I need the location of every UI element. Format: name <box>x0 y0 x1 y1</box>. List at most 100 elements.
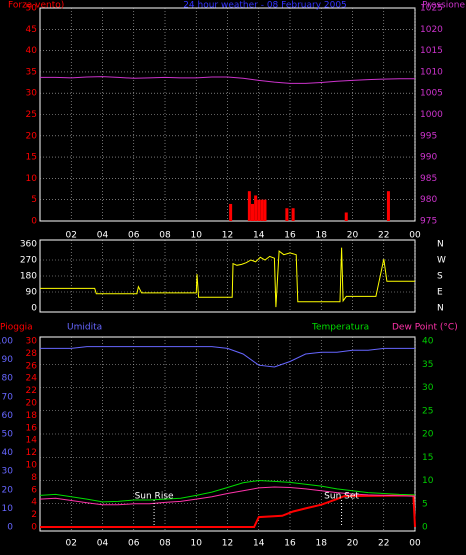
y3-tick-label: 28 <box>26 349 38 359</box>
y3-tick-label: 6 <box>31 485 37 495</box>
bar <box>251 203 254 221</box>
y3-tick-label: 8 <box>31 473 37 483</box>
x-tick-label: 14 <box>253 231 265 241</box>
y2-tick-label: 980 <box>420 195 437 205</box>
x-tick-label: 10 <box>191 231 203 241</box>
y-tick-label: 50 <box>26 4 38 14</box>
y-tick-label: 10 <box>2 504 14 514</box>
legend-label: Temperatura <box>311 323 369 333</box>
y-tick-label: 30 <box>2 467 14 477</box>
y2-tick-label: 990 <box>420 153 437 163</box>
y-tick-label: 80 <box>2 374 14 384</box>
legend-label: Pioggia <box>0 323 33 333</box>
x-tick-label: 18 <box>316 539 328 549</box>
y-tick-label: 10 <box>26 174 38 184</box>
x-tick-label: 14 <box>253 539 265 549</box>
y2-tick-label: S <box>437 272 443 282</box>
y-tick-label: 40 <box>2 448 14 458</box>
x-tick-label: 16 <box>284 231 296 241</box>
y-tick-label: 0 <box>31 217 37 227</box>
x-tick-label: 02 <box>66 231 77 241</box>
x-tick-label: 08 <box>159 231 171 241</box>
annotation-label: Sun Set <box>324 492 359 502</box>
y3-tick-label: 26 <box>26 361 38 371</box>
x-tick-label: 22 <box>378 231 389 241</box>
bar <box>229 203 233 221</box>
y2-tick-label: 30 <box>422 383 434 393</box>
bar <box>344 212 348 221</box>
chart-title: 24 hour weather - 08 February 2005 <box>183 1 347 11</box>
bar <box>254 195 258 221</box>
y2-tick-label: 995 <box>420 131 437 141</box>
y3-tick-label: 10 <box>26 461 38 471</box>
y3-tick-label: 22 <box>26 386 37 396</box>
series-line <box>39 479 416 503</box>
y2-tick-label: 0 <box>422 523 428 533</box>
x-tick-label: 16 <box>284 539 296 549</box>
y3-tick-label: 2 <box>31 510 37 520</box>
y-tick-label: 90 <box>26 288 38 298</box>
y2-tick-label: N <box>437 304 444 314</box>
y2-tick-label: W <box>437 256 446 266</box>
series-line <box>40 494 416 528</box>
y2-tick-label: 35 <box>422 360 433 370</box>
legend-label: Umidita <box>67 323 102 333</box>
y2-tick-label: N <box>437 240 444 250</box>
y3-tick-label: 16 <box>26 423 38 433</box>
series-line <box>40 346 415 368</box>
x-tick-label: 20 <box>347 231 359 241</box>
x-tick-label: 22 <box>378 539 389 549</box>
y2-tick-label: E <box>437 288 443 298</box>
y2-tick-label: 1005 <box>420 89 443 99</box>
y-tick-label: 45 <box>26 25 37 35</box>
y2-tick-label: 1010 <box>420 67 443 77</box>
y2-tick-label: 15 <box>422 453 433 463</box>
x-tick-label: 00 <box>409 539 421 549</box>
y-tick-label: 25 <box>26 110 37 120</box>
y2-tick-label: 40 <box>422 337 434 347</box>
y-tick-label: 0 <box>7 523 13 533</box>
legend-label: Pressione <box>422 1 465 11</box>
x-tick-label: 00 <box>409 231 421 241</box>
y-tick-label: 0 <box>31 304 37 314</box>
y3-tick-label: 0 <box>31 523 37 533</box>
y-tick-label: 20 <box>26 131 38 141</box>
y-tick-label: 5 <box>31 195 37 205</box>
y-tick-label: 360 <box>20 240 37 250</box>
bar <box>285 208 289 221</box>
y-tick-label: 180 <box>20 272 37 282</box>
y2-tick-label: 985 <box>420 174 437 184</box>
y2-tick-label: 1025 <box>420 4 443 14</box>
y2-tick-label: 20 <box>422 430 434 440</box>
y-tick-label: 270 <box>20 256 37 266</box>
y-tick-label: 90 <box>2 355 14 365</box>
y2-tick-label: 10 <box>422 476 434 486</box>
y-tick-label: 50 <box>2 430 14 440</box>
annotation-label: Sun Rise <box>135 492 174 502</box>
y-tick-label: 30 <box>26 89 38 99</box>
bar <box>247 191 251 221</box>
y3-tick-label: 24 <box>26 374 38 384</box>
y-tick-label: 100 <box>0 337 13 347</box>
y2-tick-label: 25 <box>422 406 433 416</box>
y-tick-label: 15 <box>26 153 37 163</box>
series-line <box>39 486 416 506</box>
y2-tick-label: 1000 <box>420 110 443 120</box>
bar <box>291 208 295 221</box>
y2-tick-label: 1015 <box>420 46 443 56</box>
y3-tick-label: 4 <box>31 498 37 508</box>
x-tick-label: 20 <box>347 539 359 549</box>
bar <box>386 191 390 221</box>
y-tick-label: 60 <box>2 411 14 421</box>
y2-tick-label: 5 <box>422 499 428 509</box>
series-line <box>40 76 415 84</box>
y3-tick-label: 18 <box>26 411 38 421</box>
legend-label: Dew Point (°C) <box>392 323 458 333</box>
x-tick-label: 04 <box>97 539 109 549</box>
y-tick-label: 35 <box>26 67 37 77</box>
y3-tick-label: 12 <box>26 448 37 458</box>
bar <box>257 199 261 221</box>
y3-tick-label: 20 <box>26 399 38 409</box>
x-tick-label: 10 <box>191 539 203 549</box>
